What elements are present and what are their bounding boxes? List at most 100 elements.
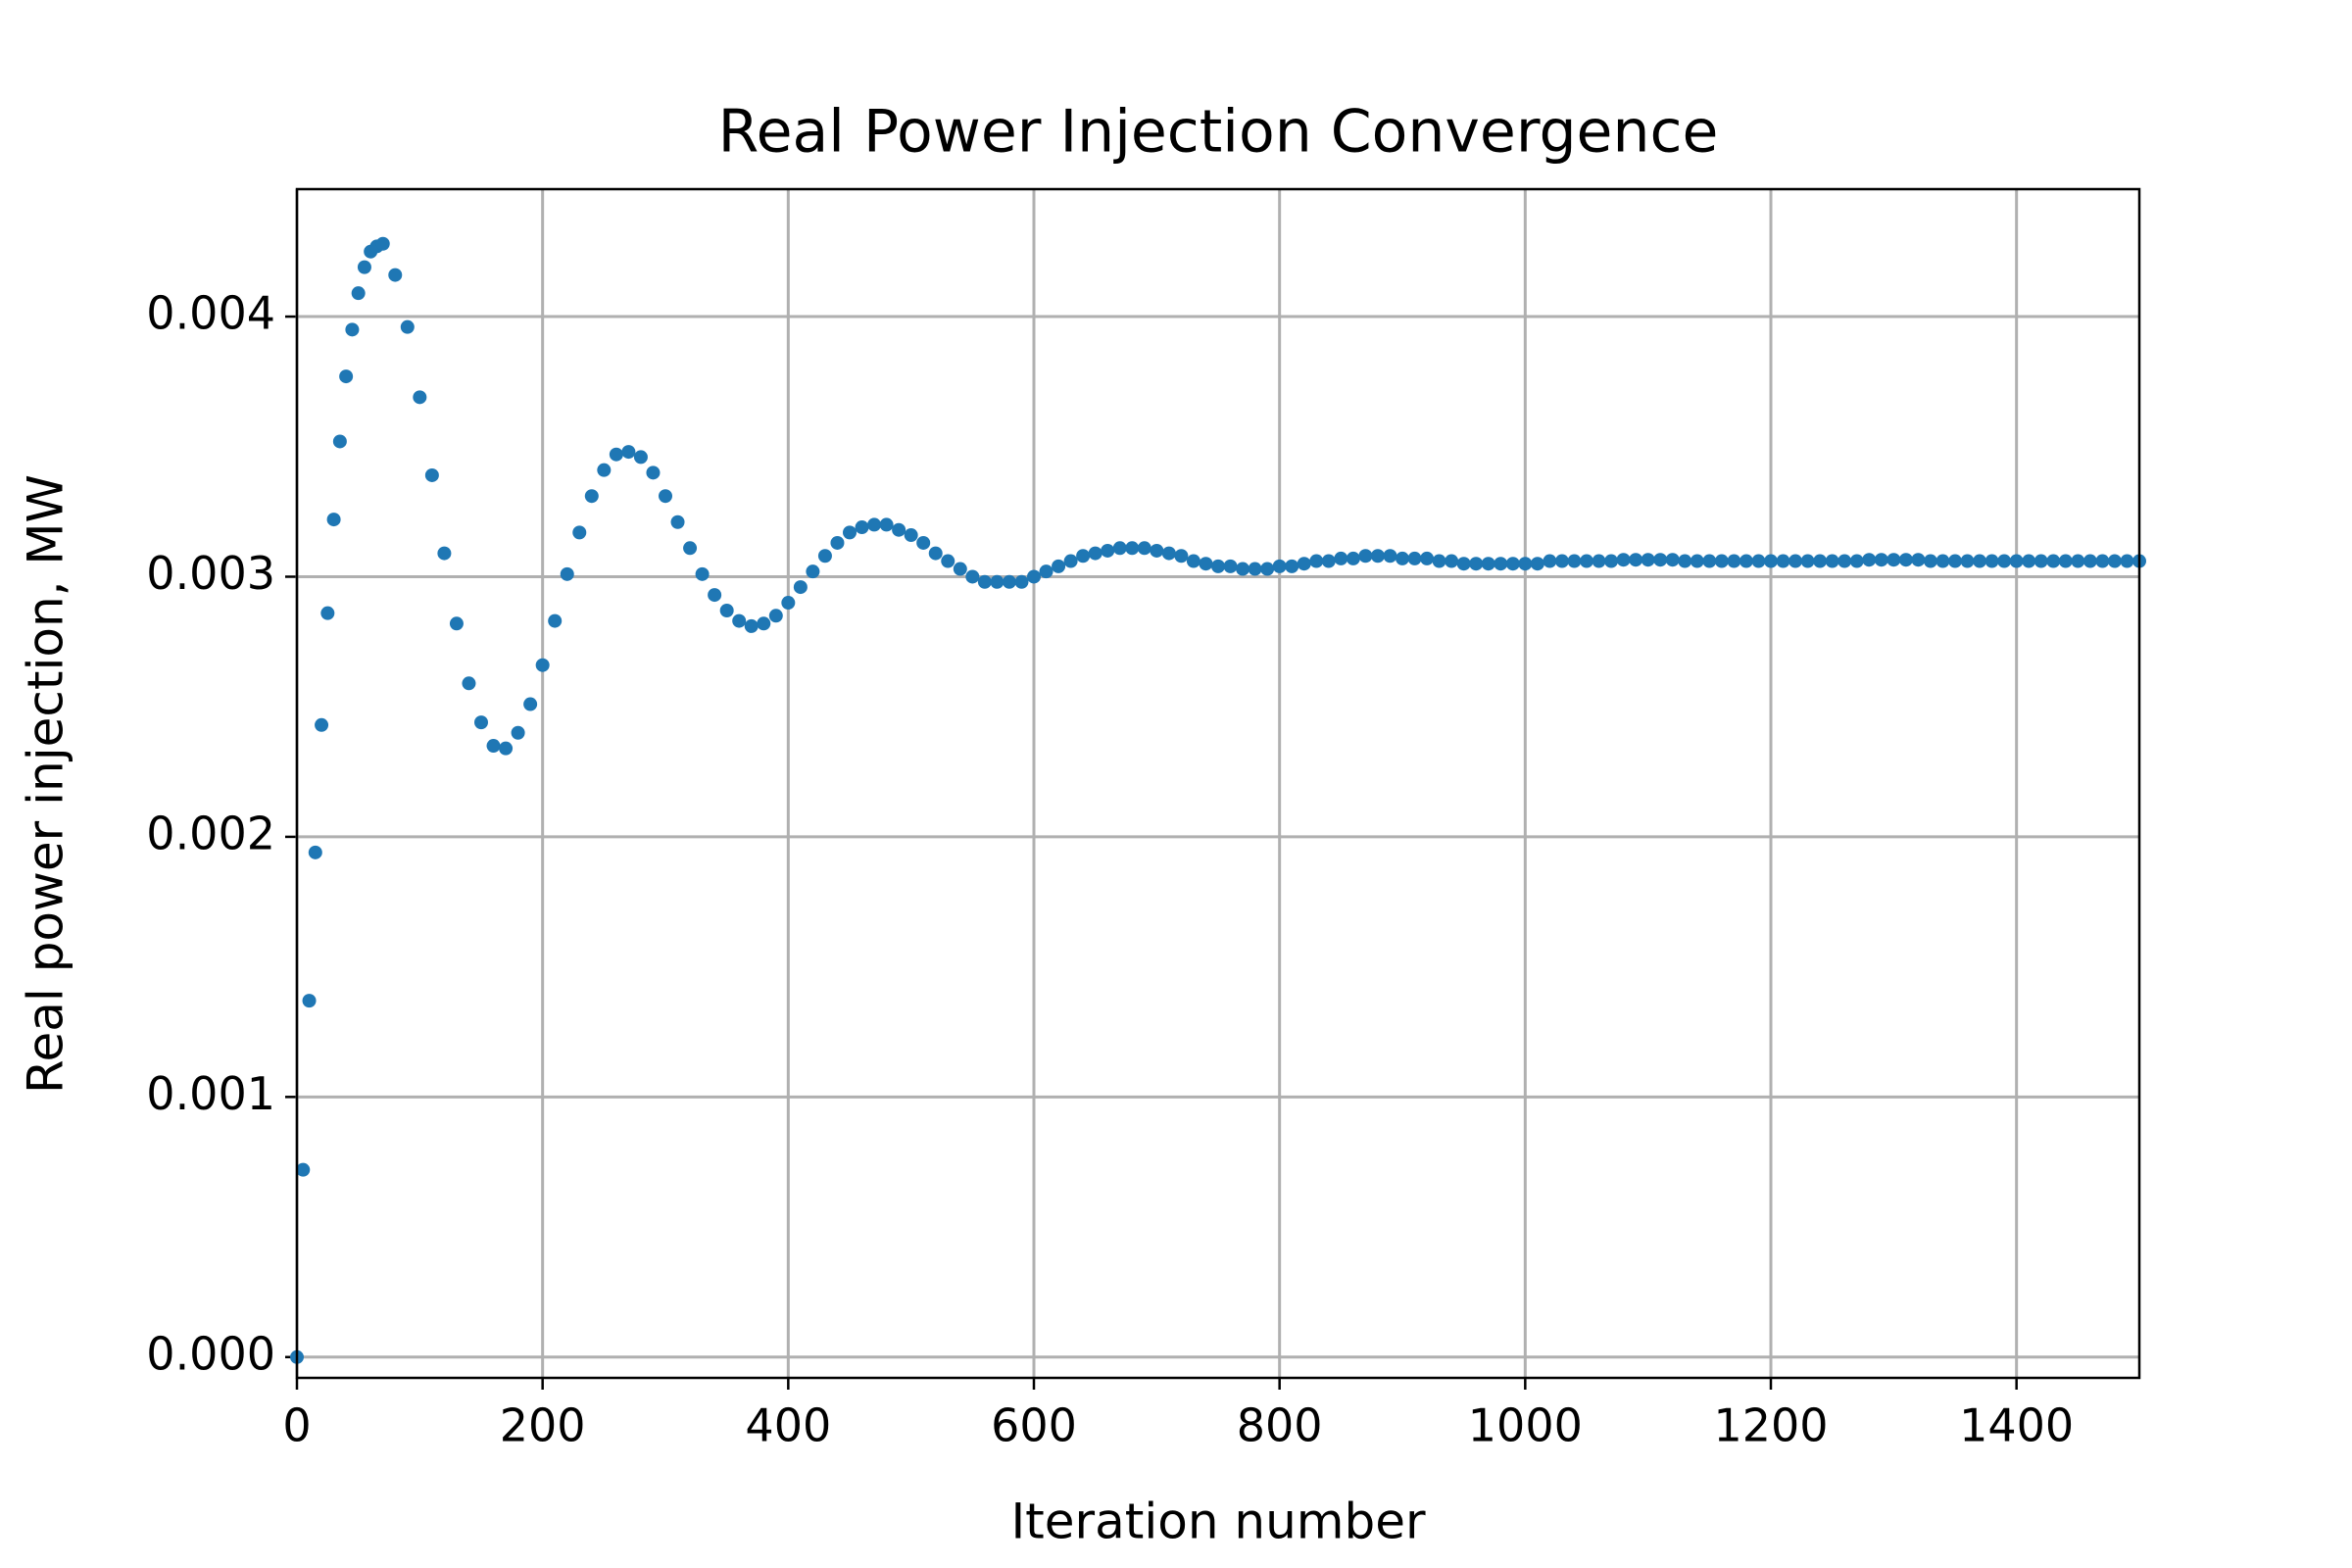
data-point <box>1690 554 1704 568</box>
data-point <box>1297 557 1311 571</box>
data-point <box>499 741 514 756</box>
data-point <box>1727 554 1741 568</box>
data-point <box>843 525 857 540</box>
data-point <box>2034 554 2048 568</box>
data-point <box>953 562 967 576</box>
data-point <box>1641 553 1655 567</box>
data-point <box>375 236 390 251</box>
data-point <box>2058 554 2073 568</box>
data-point <box>2022 554 2036 568</box>
data-point <box>1481 557 1495 571</box>
data-point <box>1825 554 1839 568</box>
data-point <box>1898 553 1913 567</box>
data-point <box>633 450 648 465</box>
data-point <box>2082 554 2097 568</box>
data-point <box>1223 559 1238 573</box>
data-point <box>1432 554 1446 568</box>
x-tick-label: 400 <box>745 1399 831 1452</box>
data-point <box>1543 554 1557 568</box>
data-point <box>1800 554 1815 568</box>
data-point <box>879 517 894 532</box>
data-point <box>1739 554 1753 568</box>
data-point <box>1445 554 1459 568</box>
data-point <box>535 658 550 672</box>
data-point <box>320 606 335 620</box>
data-point <box>1838 554 1852 568</box>
data-point <box>732 613 747 628</box>
data-point <box>1469 557 1484 571</box>
chart-title: Real Power Injection Convergence <box>718 98 1719 167</box>
data-point <box>1260 562 1275 576</box>
data-point <box>511 725 525 740</box>
data-point <box>1923 554 1937 568</box>
data-point <box>1530 557 1544 571</box>
data-point <box>1751 554 1766 568</box>
plot-frame <box>295 187 2141 1380</box>
data-point <box>1027 569 1041 584</box>
data-point <box>1186 554 1200 568</box>
data-point <box>1088 546 1102 561</box>
data-point <box>486 739 501 754</box>
data-point <box>1862 553 1877 567</box>
y-tick-label: 0.004 <box>146 287 275 340</box>
y-tick-label: 0.003 <box>146 547 275 600</box>
data-point <box>1150 543 1164 558</box>
data-point <box>1002 574 1016 589</box>
data-point <box>1702 554 1717 568</box>
data-point <box>1494 557 1508 571</box>
data-point <box>1063 554 1078 568</box>
data-point <box>867 517 882 532</box>
data-point <box>683 541 698 556</box>
data-point <box>806 564 820 579</box>
data-point <box>1849 554 1864 568</box>
data-point <box>584 489 599 504</box>
data-point <box>1211 559 1225 573</box>
data-point <box>1665 553 1680 567</box>
data-point <box>768 609 783 623</box>
data-point <box>345 322 360 337</box>
data-point <box>1960 554 1975 568</box>
data-point <box>1678 554 1692 568</box>
data-point <box>1383 549 1397 564</box>
data-point <box>1936 554 1950 568</box>
data-point <box>941 554 956 568</box>
data-point <box>1076 549 1091 564</box>
data-point <box>659 489 672 504</box>
data-point <box>1420 551 1435 565</box>
data-point <box>560 566 574 581</box>
y-tick-label: 0.000 <box>146 1327 275 1380</box>
y-axis-label: Real power injection, MW <box>18 474 74 1094</box>
data-point <box>413 390 427 405</box>
data-point <box>1776 554 1790 568</box>
data-point <box>474 715 488 730</box>
data-point <box>1567 554 1582 568</box>
data-point <box>1653 553 1668 567</box>
data-point <box>1629 553 1643 567</box>
data-point <box>339 369 354 384</box>
data-point <box>695 566 710 581</box>
data-point <box>830 535 845 550</box>
data-point <box>1554 554 1569 568</box>
data-point <box>719 603 734 617</box>
data-point <box>1161 546 1176 561</box>
data-point <box>597 463 612 477</box>
data-point <box>1997 554 2012 568</box>
data-point <box>462 676 476 691</box>
data-point <box>2009 554 2024 568</box>
data-point <box>1764 554 1778 568</box>
data-point <box>1248 562 1262 576</box>
data-point <box>1984 554 1999 568</box>
data-point <box>670 514 685 529</box>
data-point <box>1407 551 1422 565</box>
x-tick-label: 200 <box>500 1399 586 1452</box>
data-point <box>302 994 317 1008</box>
data-point <box>1616 553 1631 567</box>
data-point <box>1911 553 1926 567</box>
data-point <box>315 717 329 732</box>
data-point <box>1456 557 1471 571</box>
x-tick-label: 1400 <box>1959 1399 2074 1452</box>
data-point <box>781 596 796 611</box>
data-point <box>388 268 403 282</box>
data-point <box>1125 541 1140 556</box>
data-point <box>1396 551 1409 565</box>
